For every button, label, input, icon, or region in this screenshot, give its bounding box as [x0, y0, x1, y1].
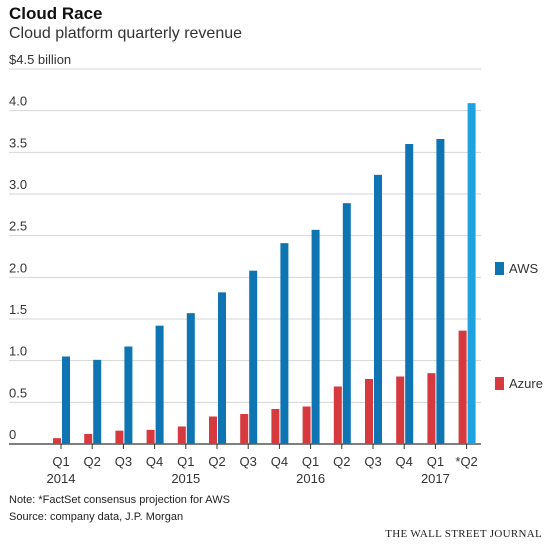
x-tick-label: Q2: [84, 454, 101, 469]
aws-bar: [218, 292, 226, 444]
y-tick-label: 4.0: [9, 94, 27, 109]
aws-bar: [186, 313, 195, 444]
chart-title: Cloud Race: [9, 4, 103, 23]
y-tick-label: 1.5: [9, 302, 27, 317]
x-tick-label: Q1: [302, 454, 319, 469]
publisher-credit: THE WALL STREET JOURNAL: [385, 528, 542, 540]
x-tick-label: Q1: [427, 454, 444, 469]
legend-swatch: [495, 377, 504, 390]
aws-bar: [155, 325, 164, 444]
legend-swatch: [495, 262, 504, 275]
x-tick-label: Q3: [115, 454, 132, 469]
aws-bar: [405, 144, 414, 444]
aws-bar: [467, 103, 476, 445]
legend-label: AWS: [509, 261, 538, 276]
x-tick-label: Q1: [52, 454, 69, 469]
azure-bar: [271, 409, 280, 444]
x-tick-label: Q4: [396, 454, 413, 469]
azure-bar: [209, 416, 217, 444]
x-tick-label: *Q2: [455, 454, 477, 469]
aws-bar: [436, 139, 445, 444]
azure-bar: [302, 406, 311, 444]
aws-bar: [280, 243, 289, 444]
x-tick-label: Q1: [177, 454, 194, 469]
aws-bar: [374, 174, 382, 445]
azure-bar: [177, 426, 186, 444]
azure-bar: [333, 386, 342, 444]
year-label: 2015: [171, 471, 200, 486]
y-tick-label: 0: [9, 427, 16, 442]
azure-bar: [84, 434, 93, 444]
legend-label: Azure: [509, 376, 543, 391]
azure-bar: [115, 430, 124, 444]
x-tick-label: Q2: [208, 454, 225, 469]
y-tick-label: 3.5: [9, 135, 27, 150]
footnote: Note: *FactSet consensus projection for …: [9, 494, 230, 506]
y-tick-label: $4.5 billion: [9, 52, 71, 67]
azure-bar: [240, 414, 249, 444]
year-label: 2017: [421, 471, 450, 486]
azure-bar: [396, 376, 405, 444]
x-tick-label: Q4: [146, 454, 163, 469]
x-tick-label: Q3: [364, 454, 381, 469]
year-label: 2014: [47, 471, 76, 486]
y-tick-label: 2.5: [9, 219, 27, 234]
aws-bar: [249, 270, 258, 444]
y-tick-label: 0.5: [9, 385, 27, 400]
source-note: Source: company data, J.P. Morgan: [9, 511, 184, 523]
aws-bar: [93, 359, 102, 444]
y-tick-label: 3.0: [9, 177, 27, 192]
y-tick-label: 1.0: [9, 344, 27, 359]
aws-bar: [311, 229, 320, 444]
azure-bar: [365, 379, 373, 444]
bar-chart: 0 0.5 1.0 1.5 2.0 2.5 3.0 3.5 4.0 $4.5 billion Q1…: [9, 52, 543, 486]
year-label: 2016: [296, 471, 325, 486]
x-tick-label: Q2: [333, 454, 350, 469]
x-axis-ticks: Q1 Q2 Q3 Q4 Q1 Q2 Q3 Q4 Q1 Q2 Q3 Q4 Q1 *Q2 2014 2015 201…: [47, 444, 478, 486]
aws-bar: [124, 346, 133, 444]
x-tick-label: Q4: [271, 454, 288, 469]
aws-bar: [342, 203, 351, 444]
azure-bar: [53, 438, 61, 444]
aws-bar: [62, 356, 70, 444]
y-tick-label: 2.0: [9, 260, 27, 275]
azure-bar: [458, 330, 467, 444]
legend: AWS Azure: [495, 261, 543, 391]
bars: [53, 103, 476, 445]
chart-subtitle: Cloud platform quarterly revenue: [9, 25, 243, 42]
y-axis-ticks: 0 0.5 1.0 1.5 2.0 2.5 3.0 3.5 4.0 $4.5 billion: [9, 52, 71, 442]
x-tick-label: Q3: [240, 454, 257, 469]
azure-bar: [427, 373, 436, 444]
azure-bar: [146, 429, 155, 444]
